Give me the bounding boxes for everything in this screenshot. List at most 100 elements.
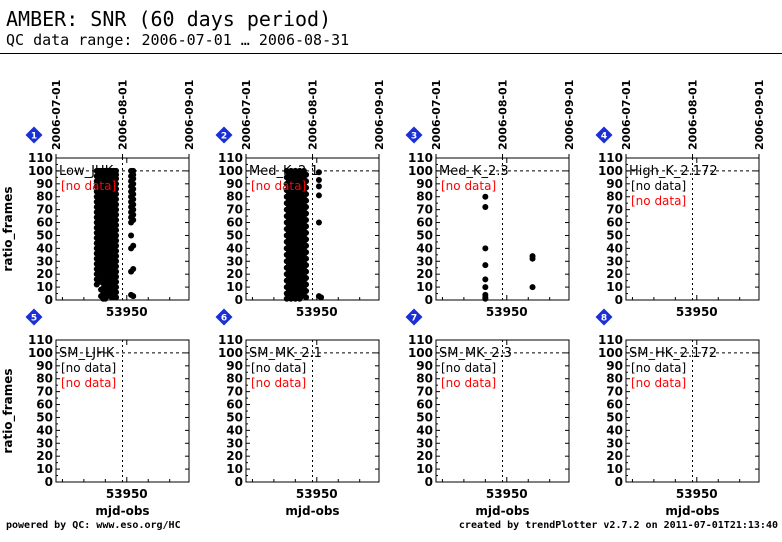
panel-7-ytick-label: 10 [416, 462, 433, 476]
panel-1-data-point [113, 222, 120, 229]
panel-2-data-point [303, 255, 310, 262]
panel-5-mode-label: SM_LJHK [59, 346, 115, 361]
panel-1-ytick-label: 60 [36, 216, 53, 230]
panel-1-ytick-label: 70 [36, 203, 53, 217]
panel-1-data-point [113, 284, 120, 291]
panel-5-badge-number: 5 [31, 314, 37, 324]
panel-4-date-label: 2006-09-01 [753, 80, 766, 150]
panel-8-ytick-label: 110 [598, 333, 623, 347]
panel-5-ytick-label: 10 [36, 462, 53, 476]
panel-2-badge-number: 2 [221, 132, 227, 142]
panel-1-data-point [130, 266, 137, 273]
panel-1-date-label: 2006-09-01 [183, 80, 196, 150]
panel-2-data-point [303, 171, 310, 178]
panel-2-data-point [303, 294, 310, 301]
panel-6-ytick-label: 70 [226, 385, 243, 399]
panel-2-data-point [315, 219, 322, 226]
panel-7-ytick-label: 60 [416, 398, 433, 412]
panel-6-ytick-label: 110 [218, 333, 243, 347]
panel-1-date-label: 2006-08-01 [117, 80, 130, 150]
panel-2-date-label: 2006-07-01 [240, 80, 253, 150]
panel-2-date-label: 2006-09-01 [373, 80, 386, 150]
panel-8-mode-label: SM_HK_2.172 [629, 346, 717, 361]
panel-3-data-point [482, 204, 489, 211]
panel-7-ytick-label: 0 [425, 475, 433, 489]
panel-2-ytick-label: 70 [226, 203, 243, 217]
panel-1-ytick-label: 90 [36, 177, 53, 191]
panel-2-data-point [318, 294, 325, 301]
panel-1-data-point [128, 232, 135, 239]
panel-2-data-point [303, 262, 310, 269]
panel-1-ytick-label: 110 [28, 151, 53, 165]
panel-3-data-point [482, 245, 489, 252]
panel-3-ytick-label: 90 [416, 177, 433, 191]
panel-7-ytick-label: 70 [416, 385, 433, 399]
panel-4-date-label: 2006-07-01 [620, 80, 633, 150]
panel-4-ytick-label: 60 [606, 216, 623, 230]
panel-2-data-point [315, 192, 322, 199]
panel-8-ytick-label: 40 [606, 423, 623, 437]
panel-1-data-point [113, 242, 120, 249]
panel-5-ytick-label: 0 [45, 475, 53, 489]
panel-3-data-point [529, 255, 536, 262]
panel-8-note: [no data] [631, 376, 686, 390]
panel-2-data-point [315, 169, 322, 176]
panel-8-ytick-label: 0 [615, 475, 623, 489]
panel-1-ytick-label: 40 [36, 241, 53, 255]
panel-6-ytick-label: 40 [226, 423, 243, 437]
panel-3-ytick-label: 70 [416, 203, 433, 217]
panel-6-ytick-label: 80 [226, 372, 243, 386]
panel-8-xlabel: mjd-obs [665, 504, 719, 518]
panel-1-data-point [113, 268, 120, 275]
panel-8-ytick-label: 60 [606, 398, 623, 412]
panel-3-data-point [482, 295, 489, 302]
panel-6-note: [no data] [251, 361, 306, 375]
panel-4-xtick-label: 53950 [676, 305, 718, 319]
panel-6-ytick-label: 90 [226, 359, 243, 373]
panel-7-xtick-label: 53950 [486, 487, 528, 501]
panel-2-data-point [303, 287, 310, 294]
panel-2-data-point [303, 191, 310, 198]
panel-1-data-point [130, 242, 137, 249]
panel-3-ytick-label: 50 [416, 228, 433, 242]
panel-4-date-label: 2006-08-01 [687, 80, 700, 150]
panel-3-badge-icon [405, 126, 423, 144]
panel-7-ytick-label: 30 [416, 436, 433, 450]
panel-2-data-point [303, 249, 310, 256]
panel-7-note: [no data] [441, 376, 496, 390]
panel-3-note: [no data] [441, 179, 496, 193]
panel-2-ytick-label: 20 [226, 267, 243, 281]
panel-5-note: [no data] [61, 361, 116, 375]
panel-3-data-point [482, 193, 489, 200]
panel-1-data-point [113, 258, 120, 265]
panel-1-data-point [113, 232, 120, 239]
panel-3-ytick-label: 100 [408, 164, 433, 178]
panel-7-badge-icon [405, 308, 423, 326]
panel-1-data-point [113, 175, 120, 182]
panel-8-xtick-label: 53950 [676, 487, 718, 501]
panel-2-data-point [303, 275, 310, 282]
panel-1-ylabel: ratio_frames [1, 186, 16, 271]
panel-1-ytick-label: 100 [28, 164, 53, 178]
panel-8-note: [no data] [631, 361, 686, 375]
panel-3-ytick-label: 60 [416, 216, 433, 230]
panel-5-ytick-label: 100 [28, 346, 53, 360]
panel-7-ytick-label: 40 [416, 423, 433, 437]
panel-4-badge-icon [595, 126, 613, 144]
panel-1-data-point [130, 180, 137, 187]
panel-3-date-label: 2006-07-01 [430, 80, 443, 150]
panel-1-ytick-label: 80 [36, 190, 53, 204]
panel-4-ytick-label: 40 [606, 241, 623, 255]
panel-6-ytick-label: 20 [226, 449, 243, 463]
panel-2-ytick-label: 50 [226, 228, 243, 242]
panel-4-ytick-label: 100 [598, 164, 623, 178]
panel-5-ytick-label: 80 [36, 372, 53, 386]
panel-2-badge-icon [215, 126, 233, 144]
panel-7-ytick-label: 50 [416, 410, 433, 424]
panel-6-ytick-label: 0 [235, 475, 243, 489]
panel-4-badge-number: 4 [601, 132, 607, 142]
panel-2-data-point [303, 216, 310, 223]
panel-2-ytick-label: 30 [226, 254, 243, 268]
panel-7-ytick-label: 80 [416, 372, 433, 386]
panel-5-note: [no data] [61, 376, 116, 390]
